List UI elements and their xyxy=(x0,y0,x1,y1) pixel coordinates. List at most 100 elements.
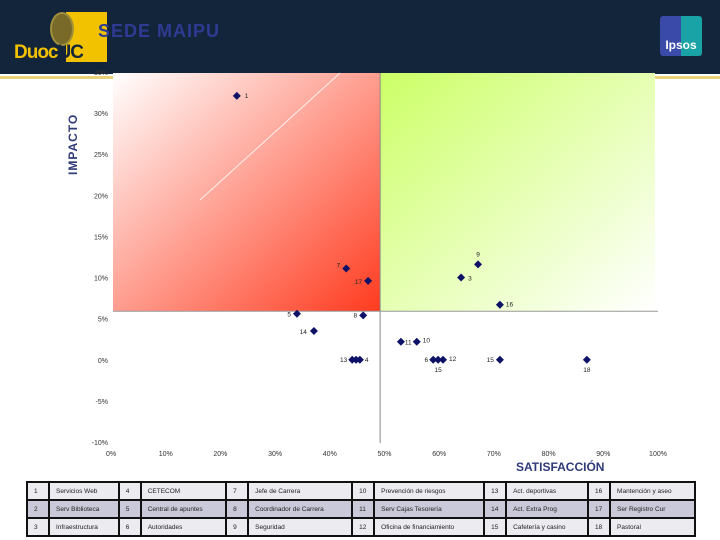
ipsos-logo: Ipsos xyxy=(660,16,702,56)
data-point-label: 3 xyxy=(468,276,472,283)
legend-number: 8 xyxy=(225,499,250,519)
data-point-label: 5 xyxy=(287,312,291,319)
y-tick-label: 10% xyxy=(94,276,108,283)
legend-table: 1 Servicios Web 4 CETECOM 7 Jefe de Carrera 10… xyxy=(26,481,696,537)
legend-number: 16 xyxy=(587,481,612,501)
data-point-label: 14 xyxy=(300,329,308,336)
legend-item-label: Pastoral xyxy=(609,517,696,537)
x-tick-label: 40% xyxy=(323,451,337,458)
data-point xyxy=(396,337,405,346)
scatter-chart: 35% 30% 25% 20% 15% 10% 5% 0% -5% -10% 0% 10% 20% 30… xyxy=(92,70,667,458)
data-point-label: 17 xyxy=(355,279,363,286)
divider xyxy=(655,76,720,79)
y-tick-label: 15% xyxy=(94,234,108,241)
data-point-label: 13 xyxy=(340,357,348,364)
legend-number: 3 xyxy=(26,517,50,537)
legend-item-label: CETECOM xyxy=(139,481,228,501)
legend-item-label: Jefe de Carrera xyxy=(247,481,354,501)
legend-number: 17 xyxy=(587,499,612,519)
data-point-label: 12 xyxy=(449,356,457,363)
data-point-label: 7 xyxy=(337,263,341,270)
diagonal-guide xyxy=(199,72,341,201)
x-tick-label: 20% xyxy=(213,451,227,458)
data-point-label: 9 xyxy=(476,251,480,258)
legend-number: 9 xyxy=(225,517,250,537)
x-tick-label: 30% xyxy=(268,451,282,458)
legend-number: 6 xyxy=(117,517,142,537)
quadrant-high-impact-high-satisfaction xyxy=(380,73,655,312)
data-point xyxy=(582,355,591,364)
y-tick-label: 25% xyxy=(94,152,108,159)
legend-item-label: Serv Cajas Tesorería xyxy=(373,499,486,519)
data-point xyxy=(495,300,504,309)
data-point-label: 16 xyxy=(506,302,514,309)
legend-number: 18 xyxy=(587,517,612,537)
x-tick-label: 100% xyxy=(649,451,667,458)
y-tick-label: 20% xyxy=(94,193,108,200)
data-point xyxy=(355,355,364,364)
legend-item-label: Prevención de riesgos xyxy=(373,481,486,501)
data-point-label: 4 xyxy=(365,357,369,364)
data-point-label: 11 xyxy=(405,340,412,347)
data-point xyxy=(342,264,351,273)
data-point xyxy=(309,327,318,335)
data-point-label: 18 xyxy=(583,367,591,374)
legend-item-label: Infraestructura xyxy=(48,517,120,537)
legend-row: 3 Infraestructura 6 Autoridades 9 Seguridad 12… xyxy=(26,517,696,537)
x-tick-label: 90% xyxy=(596,451,610,458)
legend-number: 11 xyxy=(351,499,376,519)
data-point xyxy=(439,355,448,364)
data-point xyxy=(232,91,241,100)
y-tick-label: -5% xyxy=(96,399,108,406)
y-axis-label: IMPACTO xyxy=(66,113,80,175)
legend-number: 4 xyxy=(117,481,142,501)
legend-number: 2 xyxy=(26,499,50,519)
x-tick-label: 70% xyxy=(487,451,501,458)
data-point xyxy=(364,276,373,285)
legend-number: 7 xyxy=(225,481,250,501)
x-axis-label: SATISFACCIÓN xyxy=(516,460,605,474)
data-point-label: 1 xyxy=(245,93,249,100)
legend-item-label: Serv Biblioteca xyxy=(48,499,120,519)
legend-row: 1 Servicios Web 4 CETECOM 7 Jefe de Carrera 10… xyxy=(26,481,696,501)
data-point xyxy=(429,355,438,364)
y-tick-label: 0% xyxy=(98,358,108,365)
divider xyxy=(0,76,113,79)
legend-number: 15 xyxy=(483,517,508,537)
legend-item-label: Seguridad xyxy=(247,517,354,537)
x-tick-label: 10% xyxy=(159,451,173,458)
data-point xyxy=(434,355,443,364)
data-point xyxy=(474,260,483,269)
legend-row: 2 Serv Biblioteca 5 Central de apuntes 8 Coor… xyxy=(26,499,696,519)
legend-item-label: Ser Registro Cur xyxy=(609,499,696,519)
x-tick-label: 50% xyxy=(377,451,391,458)
data-point xyxy=(292,309,301,318)
legend-item-label: Act. Extra Prog xyxy=(505,499,590,519)
legend-number: 1 xyxy=(26,481,50,501)
data-point-label: 15 xyxy=(487,357,495,364)
y-tick-label: 30% xyxy=(94,111,108,118)
header-bar xyxy=(0,0,720,74)
legend-number: 10 xyxy=(351,481,376,501)
data-point-label: 15 xyxy=(434,367,442,374)
x-tick-label: 0% xyxy=(106,451,116,458)
legend-item-label: Autoridades xyxy=(139,517,228,537)
legend-item-label: Mantención y aseo xyxy=(609,481,696,501)
data-point-label: 6 xyxy=(425,357,429,364)
data-point-label: 10 xyxy=(423,338,431,345)
legend-number: 13 xyxy=(483,481,508,501)
x-tick-label: 60% xyxy=(432,451,446,458)
quadrant-high-impact-low-satisfaction xyxy=(113,73,381,312)
data-point-label: 8 xyxy=(354,312,358,319)
legend-number: 12 xyxy=(351,517,376,537)
data-point xyxy=(412,337,421,346)
y-tick-label: -10% xyxy=(92,440,108,447)
page-title: SEDE MAIPU xyxy=(98,21,221,41)
legend-number: 14 xyxy=(483,499,508,519)
y-tick-label: 35% xyxy=(94,70,108,77)
legend-item-label: Coordinador de Carrera xyxy=(247,499,354,519)
data-point xyxy=(457,273,466,282)
x-tick-label: 80% xyxy=(542,451,556,458)
legend-item-label: Central de apuntes xyxy=(139,499,228,519)
data-point xyxy=(359,311,368,320)
